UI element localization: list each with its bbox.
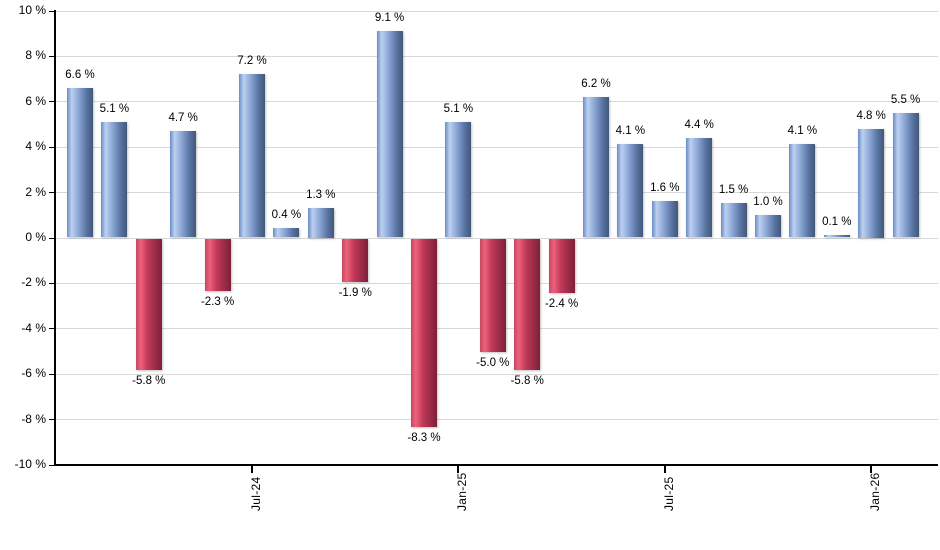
y-axis-tick [49, 10, 54, 12]
y-axis-tick [49, 328, 54, 330]
y-axis-label: -2 % [21, 275, 46, 290]
bar-positive[interactable] [445, 121, 472, 238]
bar-positive[interactable] [789, 144, 816, 238]
bar-positive[interactable] [858, 128, 885, 238]
bar-value-label: 6.2 % [581, 77, 611, 90]
bar-value-label: -2.4 % [544, 298, 579, 310]
bar-value-label: 5.1 % [99, 102, 130, 115]
y-axis-label: -8 % [21, 411, 46, 426]
bar-value-label: 5.1 % [443, 102, 474, 115]
bar-positive[interactable] [617, 144, 644, 238]
bar-negative[interactable] [204, 238, 231, 291]
x-axis-tick [251, 466, 253, 473]
gridline--6pct [56, 373, 938, 375]
gridline-4pct [56, 146, 938, 148]
bar-positive[interactable] [67, 87, 93, 238]
bar-negative[interactable] [411, 238, 437, 427]
bar-value-label: 1.5 % [718, 184, 749, 197]
y-axis-tick [49, 464, 54, 466]
bar-value-label: 0.1 % [822, 216, 852, 229]
y-axis-label: 4 % [25, 139, 46, 154]
y-axis-line [54, 10, 56, 466]
bar-negative[interactable] [514, 238, 541, 371]
x-axis-label: Jul-24 [249, 476, 263, 511]
gridline-0pct [56, 237, 938, 239]
y-axis-tick [49, 101, 54, 103]
bar-positive[interactable] [101, 121, 128, 238]
y-axis-tick [49, 146, 54, 148]
bar-value-label: 6.6 % [65, 68, 95, 81]
bar-value-label: 4.7 % [168, 111, 198, 124]
bar-positive[interactable] [273, 228, 300, 238]
x-axis-label: Jan-26 [868, 472, 883, 512]
y-axis-tick [49, 373, 54, 375]
x-axis-tick [457, 466, 460, 473]
gridline-10pct [56, 10, 938, 12]
bar-value-label: -8.3 % [407, 431, 441, 444]
y-axis-label: 10 % [18, 3, 46, 17]
bar-positive[interactable] [686, 137, 713, 238]
y-axis-label: 2 % [25, 184, 46, 199]
y-axis-label: 6 % [25, 93, 46, 108]
bar-value-label: 5.5 % [890, 93, 921, 106]
y-axis-tick [49, 282, 54, 284]
gridline--8pct [56, 419, 938, 421]
x-axis-tick [870, 466, 873, 473]
y-axis-label: -6 % [21, 366, 46, 381]
bar-value-label: -5.8 % [132, 375, 166, 388]
bar-positive[interactable] [170, 130, 197, 238]
bar-positive[interactable] [376, 30, 403, 238]
x-axis-label: Jul-25 [661, 476, 676, 511]
bar-positive[interactable] [892, 112, 919, 238]
y-axis-label: -4 % [21, 320, 46, 335]
bar-value-label: -5.0 % [476, 357, 510, 369]
gridline-6pct [56, 101, 938, 103]
gridline-8pct [56, 55, 938, 57]
y-axis-tick [49, 237, 54, 239]
bar-positive[interactable] [823, 235, 850, 238]
y-axis-tick [49, 419, 54, 421]
y-axis-tick [49, 192, 54, 194]
bar-negative[interactable] [548, 238, 575, 293]
y-axis-label: 8 % [25, 48, 46, 63]
gridline-2pct [56, 192, 938, 194]
bar-value-label: 4.1 % [787, 125, 818, 138]
bar-positive[interactable] [307, 208, 334, 238]
bar-value-label: 0.4 % [271, 209, 302, 222]
bar-positive[interactable] [720, 203, 747, 238]
bar-negative[interactable] [135, 238, 162, 371]
bar-positive[interactable] [755, 214, 781, 238]
bar-value-label: 1.6 % [650, 182, 680, 195]
bar-positive[interactable] [651, 201, 678, 238]
bar-negative[interactable] [342, 238, 369, 282]
bar-value-label: 1.3 % [306, 189, 336, 201]
bar-value-label: 4.1 % [615, 125, 646, 138]
y-axis-label: 0 % [25, 230, 46, 244]
bar-value-label: 4.8 % [856, 109, 886, 122]
x-axis-line [54, 464, 938, 466]
bar-value-label: 7.2 % [237, 55, 267, 68]
bar-value-label: -2.3 % [200, 295, 235, 308]
bar-negative[interactable] [479, 238, 506, 352]
bar-value-label: 1.0 % [753, 195, 783, 208]
x-axis-tick [663, 466, 666, 473]
bar-value-label: -1.9 % [338, 286, 372, 299]
bar-positive[interactable] [583, 96, 609, 238]
bar-value-label: -5.8 % [510, 375, 544, 388]
x-axis-label: Jan-25 [455, 472, 470, 512]
bar-value-label: 9.1 % [374, 11, 405, 24]
bar-value-label: 4.4 % [684, 118, 714, 131]
y-axis-tick [49, 55, 54, 57]
bar-positive[interactable] [239, 74, 265, 238]
y-axis-label: -10 % [14, 457, 46, 471]
